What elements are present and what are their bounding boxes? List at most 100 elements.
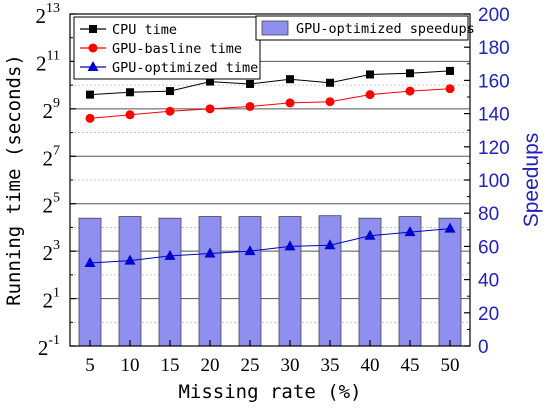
cpu-time-point (406, 69, 414, 78)
gpu-baseline-time-point (165, 106, 175, 116)
x-tick-label: 15 (161, 355, 180, 376)
legend-left: CPU time GPU-basline time GPU-optimized ti… (73, 16, 261, 80)
gpu-baseline-time-point (245, 101, 255, 111)
speedup-bar (198, 216, 222, 347)
x-tick-label: 25 (241, 355, 260, 376)
x-tick-label: 20 (201, 355, 220, 376)
gpu-optimized-time-point (404, 226, 416, 237)
y-left-tick-base: 2 (43, 241, 54, 265)
legend-series-label: GPU-optimized time (112, 60, 258, 76)
gpu-baseline-time-point (88, 43, 98, 53)
legend-bar-sample (261, 20, 289, 36)
y-left-tick-label: 2-1 (38, 333, 60, 360)
y-left-tick-label: 25 (43, 191, 61, 218)
x-tick-label: 10 (121, 355, 140, 376)
gpu-baseline-time-point (365, 90, 375, 100)
gpu-baseline-time-point (125, 110, 135, 120)
y-right-tick-label: 140 (478, 105, 510, 126)
y-right-tick-label: 160 (478, 71, 510, 92)
y-left-tick-exponent: 11 (47, 48, 60, 63)
x-tick-label: 40 (361, 355, 380, 376)
y-left-tick-label: 27 (43, 143, 61, 170)
legend-series-label: GPU-basline time (112, 41, 242, 57)
y-right-tick-label: 40 (478, 271, 499, 292)
speedup-bar (278, 216, 302, 347)
line-series (84, 66, 456, 267)
axes: 2-12123252729211213020406080100120140160… (36, 1, 510, 376)
y-left-tick-exponent: 13 (46, 1, 60, 16)
gpu-optimized-time-point (244, 245, 256, 256)
series-line (89, 88, 451, 119)
x-tick-label: 5 (85, 355, 95, 376)
y-left-tick-label: 213 (36, 1, 61, 28)
y-left-tick-exponent: 3 (53, 238, 60, 253)
y-right-tick-label: 200 (478, 5, 510, 26)
y-right-tick-label: 20 (478, 304, 499, 325)
series-line (89, 228, 451, 264)
cpu-time-point (286, 75, 294, 84)
cpu-time-point (326, 78, 334, 87)
gpu-optimized-time-point (87, 61, 99, 71)
speedup-bar (78, 217, 102, 347)
x-tick-label: 50 (441, 355, 460, 376)
cpu-time-point (366, 70, 374, 79)
x-tick-label: 45 (401, 355, 420, 376)
y-left-tick-exponent: 9 (53, 96, 60, 111)
y-right-tick-label: 0 (478, 337, 489, 358)
legend-right-box (255, 15, 469, 41)
y-left-tick-exponent: 7 (53, 143, 60, 158)
legend-right: GPU-optimized speedups (255, 15, 475, 41)
legend-series-label: CPU time (112, 22, 177, 38)
gpu-optimized-time-point (124, 254, 136, 265)
legend-bar-label: GPU-optimized speedups (296, 21, 475, 37)
gpu-optimized-time-point (84, 257, 96, 267)
gpu-optimized-time-point (444, 222, 456, 233)
y-right-tick-label: 80 (478, 204, 499, 225)
y-left-tick-label: 211 (36, 48, 60, 75)
gpu-optimized-time-point (284, 240, 296, 251)
cpu-time-point (166, 87, 174, 96)
cpu-time-point (206, 77, 214, 86)
y-left-tick-label: 23 (43, 238, 61, 265)
gpu-baseline-time-point (325, 97, 335, 107)
gpu-optimized-time-point (364, 229, 376, 240)
gpu-baseline-time-point (405, 86, 415, 96)
speedup-bar (438, 217, 462, 347)
gpu-baseline-time-point (285, 98, 295, 108)
speedup-bar (118, 216, 142, 347)
cpu-time-point (86, 90, 94, 99)
series-line (89, 70, 451, 96)
y-left-tick-base: 2 (36, 51, 47, 75)
cpu-time-point (246, 79, 254, 88)
cpu-time-point (89, 25, 97, 33)
y-right-tick-label: 100 (478, 171, 510, 192)
speedup-bar (158, 217, 182, 347)
cpu-time-point (126, 88, 134, 97)
y-left-tick-label: 29 (43, 96, 61, 123)
cpu-time-point (446, 66, 454, 75)
gpu-optimized-time-point (204, 247, 216, 258)
y-left-tick-exponent: 1 (53, 286, 60, 301)
y-left-tick-base: 2 (43, 146, 54, 170)
y-left-tick-label: 21 (43, 286, 61, 313)
y-left-axis-label: Running time (seconds) (3, 54, 25, 306)
y-left-tick-base: 2 (38, 336, 49, 360)
y-left-tick-exponent: -1 (48, 333, 60, 348)
y-left-tick-exponent: 5 (53, 191, 60, 206)
y-right-tick-label: 180 (478, 38, 510, 59)
gpu-baseline-time-point (445, 84, 455, 94)
y-right-tick-label: 120 (478, 138, 510, 159)
y-left-tick-base: 2 (43, 289, 54, 313)
y-left-tick-base: 2 (43, 194, 54, 218)
y-right-tick-label: 60 (478, 237, 499, 258)
y-left-tick-base: 2 (36, 4, 47, 28)
gpu-baseline-time-point (205, 104, 215, 114)
gpu-baseline-time-point (85, 113, 95, 123)
x-tick-label: 30 (281, 355, 300, 376)
gpu-optimized-time-point (164, 249, 176, 260)
x-axis-label: Missing rate (%) (178, 381, 361, 403)
x-tick-label: 35 (321, 355, 340, 376)
speedup-bar (318, 215, 342, 347)
y-right-axis-label: Speedups (520, 133, 543, 228)
